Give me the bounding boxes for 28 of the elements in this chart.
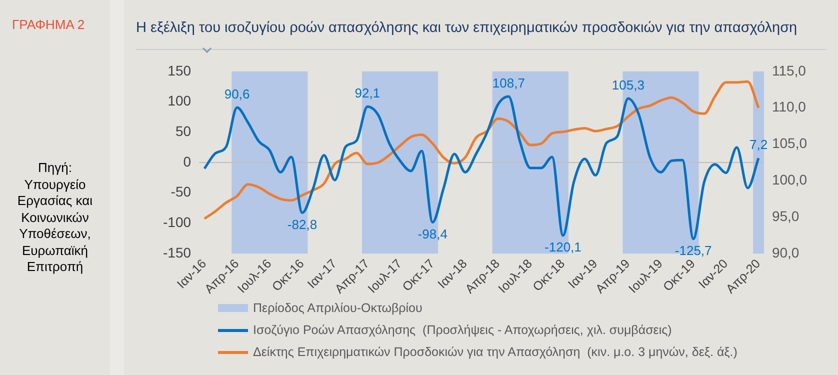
y2-tick-label: 95,0 <box>772 208 800 224</box>
data-label: 7,2 <box>749 137 768 152</box>
chart-title: Η εξέλιξη του ισοζυγίου ροών απασχόλησης και των επιχειρηματικών προσδοκιών για την απασχόληση <box>136 20 798 36</box>
legend-label: Ισοζύγιο Ροών Απασχόλησης (Προσλήψεις - Αποχωρήσεις, χιλ. συμβάσεις) <box>252 322 673 339</box>
data-label: -125,7 <box>674 242 712 258</box>
y-tick-label: 50 <box>175 122 192 139</box>
data-label: 92,1 <box>354 86 380 101</box>
data-label: 105,3 <box>612 78 644 93</box>
y-tick-label: 0 <box>183 153 192 170</box>
text: Πηγή: Υπουργείο Εργασίας και Κοινωνικών Υποθέσεων, Ευρωπαϊκή Επιτροπή <box>16 160 94 276</box>
y-tick-label: -50 <box>170 184 192 200</box>
y-tick-label: 150 <box>168 62 192 78</box>
data-label: -120,1 <box>544 240 582 255</box>
y-tick-label: -150 <box>162 244 192 260</box>
data-label: 90,6 <box>224 86 250 102</box>
data-label: -82,8 <box>287 216 318 232</box>
y2-tick-label: 105,0 <box>772 135 808 152</box>
data-label: -98,4 <box>418 226 448 242</box>
legend-label: Δείκτης Επιχειρηματικών Προσδοκιών για την Απασχόληση (κιν. μ.ο. 3 μηνών, δεξ. άξ.) <box>252 344 738 361</box>
y2-tick-label: 100,0 <box>772 172 808 188</box>
y2-tick-label: 115,0 <box>772 62 806 78</box>
legend-label: Περίοδος Απριλίου-Οκτωβρίου <box>252 300 424 317</box>
y-tick-label: -100 <box>162 214 192 230</box>
text: ΓΡΑΦΗΜΑ 2 <box>12 17 85 32</box>
y2-tick-label: 110,0 <box>772 98 806 115</box>
data-label: 108,7 <box>492 76 525 91</box>
y-tick-label: 100 <box>168 92 192 109</box>
y2-tick-label: 90,0 <box>772 244 800 260</box>
